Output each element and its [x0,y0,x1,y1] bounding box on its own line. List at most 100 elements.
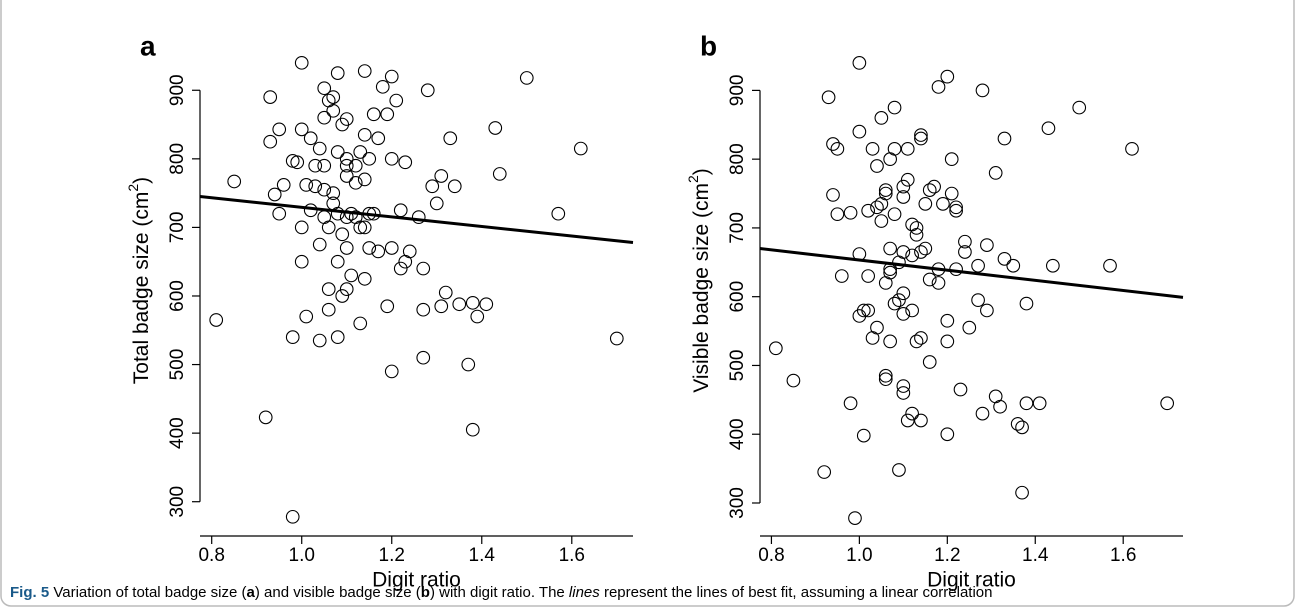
point [861,303,876,318]
point [826,137,840,151]
point [294,220,309,235]
point [830,141,845,156]
y-axis-label-sup: 2 [125,184,141,192]
point [949,200,963,215]
point [1032,396,1047,411]
point [878,368,893,383]
point [958,245,972,259]
point [843,396,858,411]
point [900,413,915,428]
point [856,303,871,318]
y-axis-label-text: Total badge size (cm [130,192,153,385]
point [940,334,955,349]
point [887,141,902,156]
point [357,271,372,286]
point [909,221,924,235]
point [393,203,408,218]
point [335,117,350,132]
point [384,364,399,379]
point [900,141,915,156]
point [1041,121,1056,136]
x-tick-label: 1.6 [1110,545,1136,566]
point [905,303,919,318]
point [465,295,480,310]
point [339,282,354,296]
point [317,158,332,173]
point [344,268,359,283]
point [317,110,332,125]
point [339,151,354,166]
point [294,55,309,70]
x-tick-label: 1.4 [469,545,496,566]
point [887,207,902,222]
point [834,269,849,283]
point [975,83,990,98]
x-tick-label: 0.8 [758,545,784,566]
point [294,122,309,137]
point [276,178,291,192]
point [958,234,972,249]
point [852,56,867,70]
x-tick-label: 0.8 [198,545,224,566]
y-axis-label-sup: 2 [685,175,701,183]
y-tick-label: 500 [727,350,748,382]
point [416,350,431,365]
point [922,272,937,287]
point [348,175,363,190]
point [940,69,955,84]
point [312,333,327,348]
point [870,320,884,335]
point [861,269,876,283]
point [914,128,928,142]
point [914,245,928,259]
point [900,172,915,187]
point [931,276,946,290]
point [429,196,444,211]
point [227,174,242,189]
point [971,293,985,307]
caption: Fig. 5 Variation of total badge size (a)… [10,584,992,601]
point [896,179,911,194]
point [922,183,937,197]
point [949,203,963,218]
point [1160,396,1175,411]
point [896,190,911,204]
point [465,422,480,437]
point [371,244,386,259]
point [312,141,327,156]
point [438,285,453,300]
point [339,241,354,255]
point [980,238,994,252]
x-tick-label: 1.0 [846,545,872,566]
point [488,121,503,135]
point [918,241,933,256]
point [425,179,440,194]
point [357,220,372,235]
point [909,227,924,242]
point [887,100,902,115]
point [339,112,354,126]
point [980,303,994,318]
point [988,166,1003,180]
point [285,330,300,344]
point [294,254,309,269]
y-tick-label: 700 [727,212,748,244]
point [353,316,368,331]
point [321,282,336,296]
panel-label: b [700,30,717,61]
point [267,187,282,202]
caption-text: b [421,584,430,601]
point [299,178,314,192]
point [883,334,898,349]
caption-text: a [247,584,256,601]
point [434,299,449,314]
point [326,186,341,200]
point [285,509,300,524]
point [830,207,845,222]
point [551,206,566,221]
point [870,200,884,215]
point [848,511,862,525]
point [420,83,435,98]
point [366,107,381,122]
